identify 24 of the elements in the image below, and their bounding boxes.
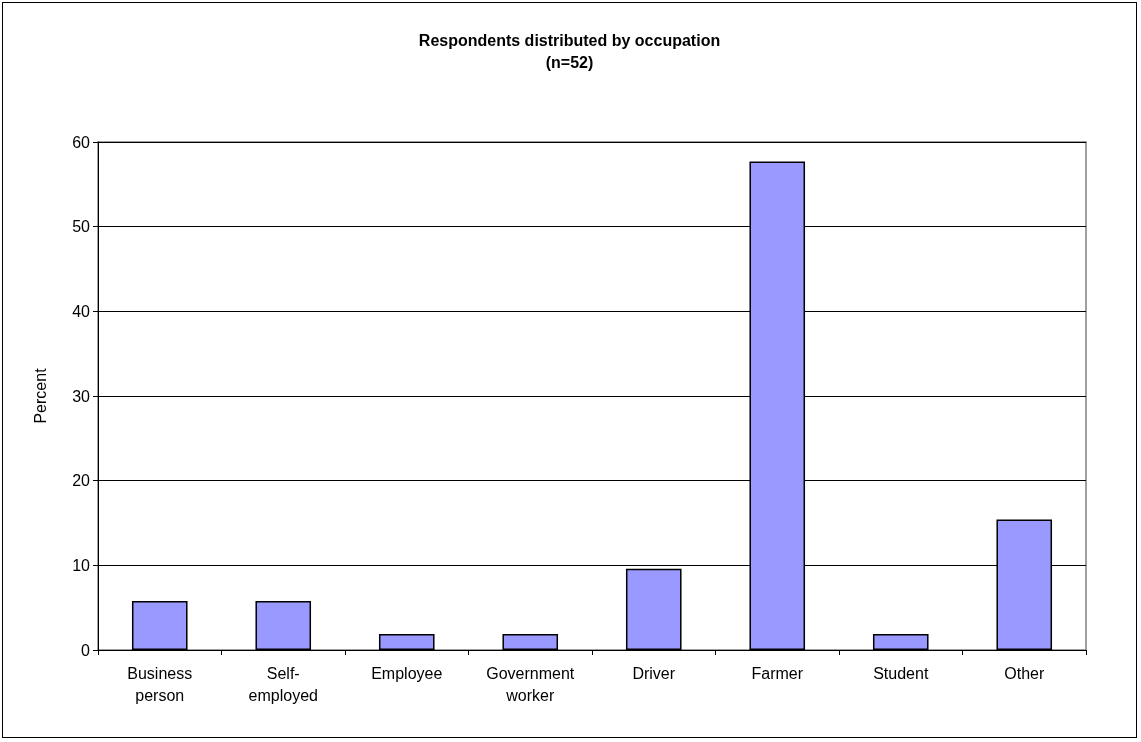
x-tick-label: Student — [873, 664, 929, 682]
chart-title: Respondents distributed by occupation — [418, 31, 721, 49]
bar — [378, 633, 435, 650]
y-tick-label: 30 — [72, 387, 91, 405]
x-tick-label: Farmer — [751, 664, 804, 682]
y-tick-label: 10 — [72, 556, 91, 574]
bar — [872, 633, 929, 650]
y-tick-label: 40 — [72, 302, 91, 320]
bar — [625, 568, 682, 650]
chart-subtitle: (n=52) — [545, 53, 594, 71]
y-tick-label: 60 — [72, 133, 91, 151]
y-tick-label: 0 — [81, 641, 91, 659]
bar — [255, 600, 312, 650]
x-tick-label: Self-employed — [248, 664, 318, 704]
x-tick-label: Government worker — [486, 664, 575, 704]
y-tick-label: 20 — [72, 472, 91, 490]
bar — [502, 633, 559, 650]
y-tick-label: 50 — [72, 218, 91, 236]
x-tick-label: Employee — [371, 664, 443, 682]
x-tick-label: Business person — [127, 664, 193, 704]
y-axis-title: Percent — [31, 367, 49, 424]
bar — [131, 600, 188, 650]
x-tick-label: Driver — [632, 664, 676, 682]
x-tick-label: Other — [1004, 664, 1045, 682]
